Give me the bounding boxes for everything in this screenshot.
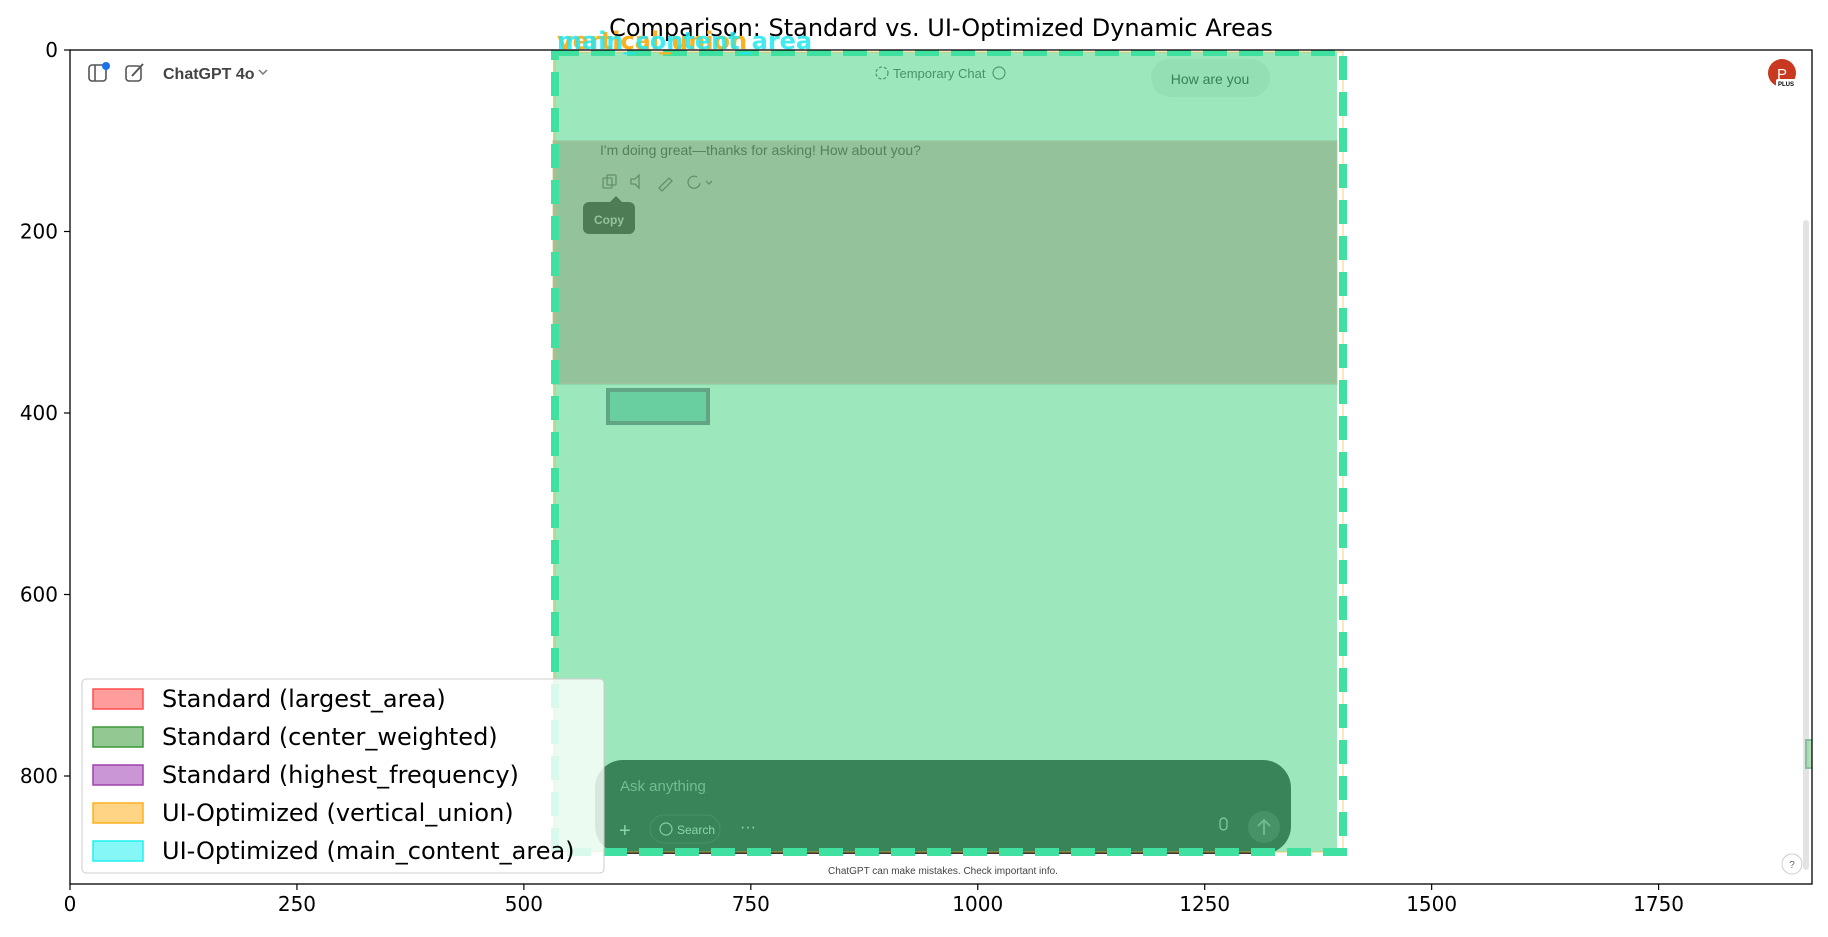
overlay-label-main-content-area: main_content_area (557, 27, 812, 55)
x-tick-label-4: 1000 (952, 892, 1003, 916)
new-chat-icon (125, 63, 144, 82)
help-icon: ? (1781, 853, 1803, 875)
region-center-weighted (553, 52, 1337, 852)
chart-title: Comparison: Standard vs. UI-Optimized Dy… (609, 14, 1273, 42)
svg-text:P: P (1777, 66, 1787, 83)
scrollbar (1803, 220, 1809, 870)
legend-label-0: Standard (largest_area) (162, 685, 446, 713)
x-tick-label-3: 750 (732, 892, 770, 916)
region-largest-area (553, 141, 1337, 384)
region-edge-box (1805, 739, 1812, 769)
sidebar-toggle-icon (88, 62, 110, 82)
y-tick-label-1: 200 (20, 220, 58, 244)
legend-swatch-0 (92, 688, 144, 710)
overlay-regions (551, 50, 1812, 856)
x-axis: 0 250 500 750 1000 1250 1500 1750 (64, 884, 1684, 916)
legend-swatch-4 (92, 840, 144, 862)
legend: Standard (largest_area) Standard (center_… (81, 678, 605, 874)
y-tick-label-3: 600 (20, 583, 58, 607)
region-main-content-area (551, 50, 1347, 856)
x-tick-label-5: 1250 (1179, 892, 1230, 916)
y-tick-label-4: 800 (20, 764, 58, 788)
x-tick-label-1: 250 (278, 892, 316, 916)
avatar: P PLUS (1768, 59, 1796, 88)
legend-swatch-1 (92, 726, 144, 748)
model-selector: ChatGPT 4o (163, 66, 255, 83)
region-highest-frequency (552, 140, 1338, 385)
x-tick-label-2: 500 (505, 892, 543, 916)
y-tick-label-2: 400 (20, 401, 58, 425)
x-tick-label-0: 0 (64, 892, 77, 916)
legend-swatch-2 (92, 764, 144, 786)
axes-frame (69, 49, 1813, 885)
x-tick-label-6: 1500 (1406, 892, 1457, 916)
y-tick-label-0: 0 (45, 38, 58, 62)
svg-text:PLUS: PLUS (1778, 82, 1794, 88)
legend-label-1: Standard (center_weighted) (162, 723, 498, 751)
x-tick-label-7: 1750 (1633, 892, 1684, 916)
legend-label-4: UI-Optimized (main_content_area) (162, 837, 575, 865)
y-axis: 0 200 400 600 800 (20, 38, 70, 788)
chevron-down-icon (258, 69, 268, 76)
disclaimer: ChatGPT can make mistakes. Check importa… (828, 866, 1058, 877)
legend-label-3: UI-Optimized (vertical_union) (162, 799, 514, 827)
legend-label-2: Standard (highest_frequency) (162, 761, 519, 789)
legend-swatch-3 (92, 802, 144, 824)
svg-text:?: ? (1789, 860, 1795, 871)
region-small-box (606, 388, 710, 425)
